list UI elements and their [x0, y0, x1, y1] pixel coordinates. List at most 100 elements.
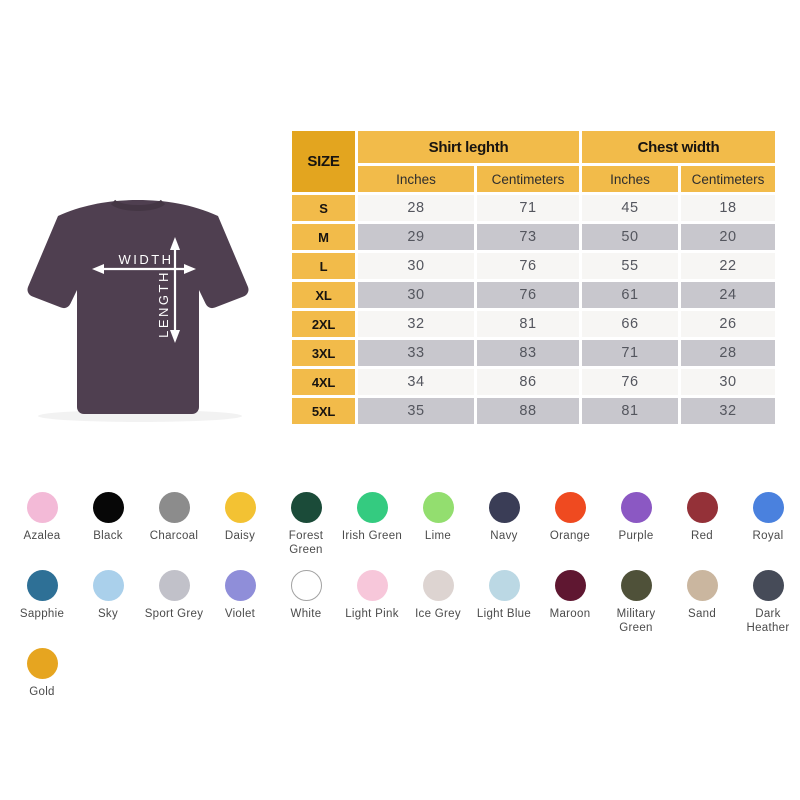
color-dot-navy — [488, 492, 520, 523]
color-dot-sky — [92, 570, 124, 601]
color-swatch-maroon: Maroon — [537, 570, 603, 636]
table-cell: 20 — [681, 224, 775, 250]
color-swatch-sapphie: Sapphie — [9, 570, 75, 636]
color-dot-military-green — [620, 570, 652, 601]
color-dot-light-pink — [356, 570, 388, 601]
table-cell: 76 — [582, 369, 678, 395]
color-dot-light-blue — [488, 570, 520, 601]
color-label: Irish Green — [341, 530, 403, 542]
color-swatch-light-blue: Light Blue — [471, 570, 537, 636]
color-label: Ice Grey — [415, 608, 461, 620]
table-cell: 81 — [582, 398, 678, 424]
table-cell: 32 — [681, 398, 775, 424]
table-cell: 26 — [681, 311, 775, 337]
color-label: Black — [93, 530, 123, 542]
color-label: Dark Heather — [746, 608, 790, 634]
color-swatch-red: Red — [669, 492, 735, 558]
color-dot-charcoal — [158, 492, 190, 523]
color-label: Violet — [224, 608, 256, 620]
table-cell: 30 — [358, 282, 474, 308]
color-label: Forest Green — [288, 530, 324, 556]
table-header-size: SIZE — [292, 131, 355, 192]
table-cell: 81 — [477, 311, 579, 337]
length-label: LENGTH — [156, 270, 171, 338]
color-swatch-sport-grey: Sport Grey — [141, 570, 207, 636]
shirt-body — [27, 200, 249, 414]
color-swatch-navy: Navy — [471, 492, 537, 558]
color-swatch-azalea: Azalea — [9, 492, 75, 558]
color-label: Maroon — [549, 608, 591, 620]
table-cell: 55 — [582, 253, 678, 279]
color-label: Orange — [549, 530, 591, 542]
table-cell: 66 — [582, 311, 678, 337]
table-cell: 71 — [477, 195, 579, 221]
color-swatch-charcoal: Charcoal — [141, 492, 207, 558]
table-cell: 76 — [477, 282, 579, 308]
color-swatch-military-green: Military Green — [603, 570, 669, 636]
table-cell: 86 — [477, 369, 579, 395]
length-arrow — [170, 237, 180, 343]
table-group-chest-width: Chest width — [582, 131, 775, 163]
size-label-2xl: 2XL — [292, 311, 355, 337]
color-swatch-orange: Orange — [537, 492, 603, 558]
width-label: WIDTH — [118, 252, 173, 267]
table-cell: 18 — [681, 195, 775, 221]
color-label: Royal — [752, 530, 784, 542]
color-label: Sport Grey — [144, 608, 204, 620]
color-swatch-violet: Violet — [207, 570, 273, 636]
table-cell: 76 — [477, 253, 579, 279]
color-label: Purple — [618, 530, 654, 542]
color-label: White — [290, 608, 322, 620]
subheader-shirt-centimeters: Centimeters — [477, 166, 579, 192]
table-cell: 33 — [358, 340, 474, 366]
color-label: Azalea — [23, 530, 61, 542]
color-dot-sand — [686, 570, 718, 601]
subheader-chest-centimeters: Centimeters — [681, 166, 775, 192]
color-swatch-light-pink: Light Pink — [339, 570, 405, 636]
size-label-xl: XL — [292, 282, 355, 308]
color-dot-purple — [620, 492, 652, 523]
color-label: Red — [691, 530, 713, 542]
tshirt-image: WIDTH LENGTH — [18, 192, 258, 424]
table-cell: 88 — [477, 398, 579, 424]
table-cell: 28 — [681, 340, 775, 366]
table-cell: 29 — [358, 224, 474, 250]
color-swatch-dark-heather: Dark Heather — [735, 570, 800, 636]
subheader-chest-inches: Inches — [582, 166, 678, 192]
color-label: Charcoal — [149, 530, 199, 542]
size-label-m: M — [292, 224, 355, 250]
color-swatch-white: White — [273, 570, 339, 636]
color-dot-red — [686, 492, 718, 523]
color-label: Sapphie — [19, 608, 65, 620]
color-dot-irish-green — [356, 492, 388, 523]
color-dot-violet — [224, 570, 256, 601]
color-swatch-ice-grey: Ice Grey — [405, 570, 471, 636]
color-dot-sport-grey — [158, 570, 190, 601]
color-dot-azalea — [26, 492, 58, 523]
color-label: Daisy — [224, 530, 256, 542]
color-label: Military Green — [616, 608, 656, 634]
color-dot-dark-heather — [752, 570, 784, 601]
size-label-3xl: 3XL — [292, 340, 355, 366]
size-table: SIZE Shirt leghth Chest width Inches Cen… — [292, 131, 775, 424]
color-dot-sapphie — [26, 570, 58, 601]
color-swatch-grid: Azalea Black Charcoal Daisy Forest Green… — [9, 492, 800, 714]
color-label: Gold — [29, 686, 55, 698]
size-label-4xl: 4XL — [292, 369, 355, 395]
color-dot-maroon — [554, 570, 586, 601]
color-swatch-irish-green: Irish Green — [339, 492, 405, 558]
table-cell: 30 — [358, 253, 474, 279]
color-label: Navy — [490, 530, 518, 542]
shirt-collar — [110, 199, 166, 211]
subheader-shirt-inches: Inches — [358, 166, 474, 192]
color-dot-daisy — [224, 492, 256, 523]
color-swatch-sky: Sky — [75, 570, 141, 636]
table-cell: 30 — [681, 369, 775, 395]
color-swatch-purple: Purple — [603, 492, 669, 558]
color-dot-forest-green — [290, 492, 322, 523]
table-cell: 22 — [681, 253, 775, 279]
color-label: Light Blue — [476, 608, 532, 620]
color-dot-black — [92, 492, 124, 523]
table-cell: 71 — [582, 340, 678, 366]
color-label: Light Pink — [345, 608, 399, 620]
